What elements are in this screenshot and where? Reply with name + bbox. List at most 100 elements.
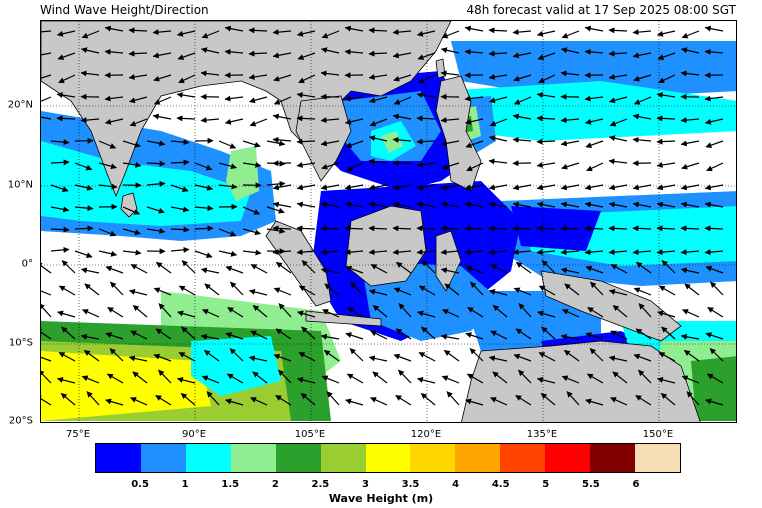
- wave-direction-arrow: [56, 115, 76, 122]
- wave-direction-arrow: [321, 162, 340, 170]
- wave-direction-arrow: [584, 95, 604, 102]
- wave-direction-arrow: [705, 265, 724, 274]
- colorbar-swatch: [635, 444, 680, 472]
- wave-direction-arrow: [368, 289, 388, 296]
- wave-direction-arrow: [441, 162, 460, 170]
- wave-direction-arrow: [416, 225, 436, 232]
- wave-direction-arrow: [537, 310, 556, 318]
- wave-direction-arrow: [272, 52, 292, 59]
- wave-direction-arrow: [635, 394, 652, 406]
- wave-direction-arrow: [105, 332, 124, 340]
- wave-direction-arrow: [176, 30, 196, 37]
- colorbar-swatch: [140, 444, 186, 472]
- wave-direction-arrow: [536, 225, 556, 232]
- wave-direction-arrow: [536, 115, 556, 122]
- wave-direction-arrow: [560, 70, 580, 77]
- wave-direction-arrow: [41, 395, 52, 406]
- wave-direction-arrow: [272, 225, 292, 232]
- wave-direction-arrow: [201, 375, 220, 384]
- wave-direction-arrow: [218, 250, 238, 257]
- wave-direction-arrow: [153, 287, 172, 296]
- wave-direction-arrow: [296, 377, 316, 384]
- wave-direction-arrow: [395, 394, 412, 406]
- wave-direction-arrow: [612, 371, 628, 384]
- wave-direction-arrow: [561, 162, 580, 170]
- wave-direction-arrow: [369, 118, 388, 127]
- wave-direction-arrow: [635, 261, 652, 274]
- wave-direction-arrow: [176, 115, 196, 122]
- wave-direction-arrow: [657, 52, 676, 60]
- wave-direction-arrow: [178, 74, 196, 84]
- colorbar-swatch: [320, 444, 366, 472]
- colorbar-swatch: [500, 444, 546, 472]
- wave-direction-arrow: [392, 113, 412, 120]
- wave-direction-arrow: [345, 140, 364, 148]
- wave-direction-arrow: [296, 30, 316, 37]
- wave-direction-arrow: [181, 326, 196, 340]
- wave-direction-arrow: [170, 206, 190, 213]
- wave-direction-arrow: [656, 184, 676, 191]
- wave-direction-arrow: [83, 349, 100, 362]
- wave-direction-arrow: [320, 47, 340, 54]
- wave-direction-arrow: [492, 371, 508, 384]
- colorbar-swatch: [410, 444, 456, 472]
- wave-direction-arrow: [298, 74, 316, 84]
- wave-direction-arrow: [444, 283, 460, 296]
- wave-direction-arrow: [416, 377, 436, 384]
- colorbar-swatch: [230, 444, 276, 472]
- wave-direction-arrow: [632, 136, 652, 143]
- wave-direction-arrow: [492, 304, 508, 318]
- wave-direction-arrow: [155, 328, 172, 340]
- wave-direction-arrow: [536, 249, 556, 256]
- wave-direction-arrow: [50, 184, 69, 192]
- colorbar-tick-label: 4: [452, 479, 460, 490]
- wave-direction-arrow: [393, 74, 412, 82]
- wave-direction-arrow: [656, 377, 676, 384]
- wave-direction-arrow: [488, 289, 508, 296]
- wave-direction-arrow: [320, 333, 340, 340]
- wave-direction-arrow: [704, 118, 724, 125]
- wave-direction-arrow: [104, 118, 124, 125]
- wave-direction-arrow: [513, 287, 532, 296]
- wave-direction-arrow: [225, 265, 244, 274]
- wave-direction-arrow: [323, 349, 340, 362]
- wave-direction-arrow: [249, 118, 268, 127]
- wave-direction-arrow: [74, 184, 94, 191]
- wave-direction-arrow: [368, 50, 388, 57]
- wave-direction-arrow: [416, 138, 436, 145]
- wave-direction-arrow: [104, 25, 124, 32]
- wave-direction-arrow: [656, 30, 676, 37]
- wave-direction-arrow: [324, 283, 340, 296]
- wave-direction-arrow: [680, 201, 700, 208]
- wave-direction-arrow: [370, 330, 388, 340]
- wave-direction-arrow: [320, 267, 340, 274]
- wave-direction-arrow: [109, 348, 124, 362]
- wave-direction-arrow: [200, 333, 220, 340]
- wave-direction-arrow: [224, 25, 244, 32]
- wave-direction-arrow: [368, 249, 388, 256]
- wave-direction-arrow: [273, 287, 292, 296]
- lon-label-135e: 135°E: [526, 429, 558, 440]
- wave-direction-arrow: [638, 369, 652, 384]
- wave-direction-arrow: [275, 394, 292, 406]
- wave-direction-arrow: [467, 306, 484, 318]
- wave-direction-arrow: [656, 225, 676, 232]
- wave-direction-arrow: [227, 306, 244, 318]
- wave-direction-arrow: [515, 261, 532, 274]
- wave-direction-arrow: [146, 227, 166, 234]
- wave-direction-arrow: [242, 249, 262, 256]
- wave-direction-arrow: [61, 326, 76, 340]
- wave-direction-arrow: [203, 349, 220, 362]
- wave-direction-arrow: [321, 30, 340, 39]
- wave-direction-arrow: [416, 92, 436, 99]
- wave-direction-arrow: [110, 281, 124, 296]
- wave-direction-arrow: [248, 50, 268, 57]
- wave-direction-arrow: [612, 304, 628, 318]
- wave-direction-arrow: [266, 180, 286, 187]
- wave-direction-arrow: [464, 95, 484, 102]
- wave-direction-arrow: [490, 263, 508, 274]
- wave-direction-arrow: [540, 392, 556, 406]
- wave-direction-arrow: [584, 184, 604, 191]
- wave-direction-arrow: [56, 92, 76, 99]
- colorbar-tick-label: 1: [181, 479, 189, 490]
